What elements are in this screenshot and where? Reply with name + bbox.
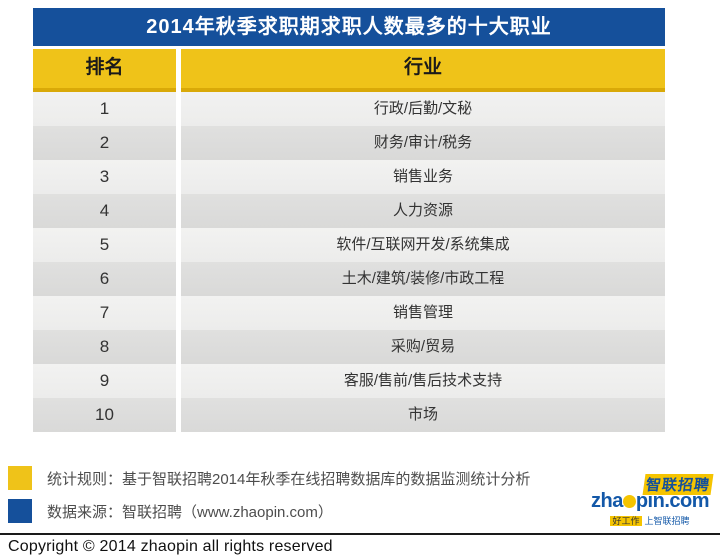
table-row: 4 人力资源: [33, 194, 665, 228]
industry-cell: 销售管理: [181, 296, 665, 330]
table-row: 7 销售管理: [33, 296, 665, 330]
rank-cell: 10: [33, 398, 176, 432]
industry-cell: 市场: [181, 398, 665, 432]
blue-legend-square-icon: [8, 499, 32, 523]
rank-cell: 5: [33, 228, 176, 262]
industry-cell: 采购/贸易: [181, 330, 665, 364]
column-header-rank: 排名: [33, 49, 176, 92]
footnotes: 统计规则：基于智联招聘2014年秋季在线招聘数据库的数据监测统计分析 数据来源：…: [8, 466, 530, 532]
industry-cell: 销售业务: [181, 160, 665, 194]
footer-divider-line: [0, 533, 720, 535]
table-title: 2014年秋季求职期求职人数最多的十大职业: [33, 8, 665, 46]
industry-cell: 人力资源: [181, 194, 665, 228]
logo-yellow-dot-icon: [622, 495, 636, 508]
rank-cell: 2: [33, 126, 176, 160]
rank-cell: 3: [33, 160, 176, 194]
note-text: 数据来源：智联招聘（www.zhaopin.com）: [47, 503, 333, 521]
table-row: 10 市场: [33, 398, 665, 432]
column-header-industry: 行业: [181, 49, 665, 92]
industry-cell: 行政/后勤/文秘: [181, 92, 665, 126]
table-row: 9 客服/售前/售后技术支持: [33, 364, 665, 398]
note-data-source: 数据来源：智联招聘（www.zhaopin.com）: [8, 499, 530, 523]
industry-cell: 财务/审计/税务: [181, 126, 665, 160]
industry-cell: 客服/售前/售后技术支持: [181, 364, 665, 398]
note-statistics-rule: 统计规则：基于智联招聘2014年秋季在线招聘数据库的数据监测统计分析: [8, 466, 530, 490]
logo-domain-pre: zha: [590, 490, 623, 512]
table-row: 8 采购/贸易: [33, 330, 665, 364]
title-divider: [33, 46, 665, 49]
yellow-legend-square-icon: [8, 466, 32, 490]
table-row: 6 土木/建筑/装修/市政工程: [33, 262, 665, 296]
note-text: 统计规则：基于智联招聘2014年秋季在线招聘数据库的数据监测统计分析: [47, 470, 531, 488]
table-header-row: 排名 行业: [33, 49, 665, 92]
logo-chinese-text: 智联招聘: [642, 474, 714, 495]
tagline-right: 上智联招聘: [644, 516, 690, 526]
table-row: 1 行政/后勤/文秘: [33, 92, 665, 126]
table-row: 2 财务/审计/税务: [33, 126, 665, 160]
table-row: 3 销售业务: [33, 160, 665, 194]
rank-cell: 7: [33, 296, 176, 330]
tagline-left: 好工作: [610, 516, 642, 526]
copyright-text: Copyright © 2014 zhaopin all rights rese…: [8, 538, 333, 555]
logo-domain-text: zha pin.com: [584, 490, 716, 513]
industry-cell: 软件/互联网开发/系统集成: [181, 228, 665, 262]
zhaopin-logo: 智联招聘 zha pin.com 好工作 上智联招聘: [584, 474, 716, 527]
rank-cell: 9: [33, 364, 176, 398]
rank-cell: 4: [33, 194, 176, 228]
logo-domain-post: pin.com: [635, 490, 710, 512]
industry-cell: 土木/建筑/装修/市政工程: [181, 262, 665, 296]
logo-chinese-name: 智联招聘: [584, 474, 714, 495]
rank-cell: 8: [33, 330, 176, 364]
rank-cell: 1: [33, 92, 176, 126]
table-row: 5 软件/互联网开发/系统集成: [33, 228, 665, 262]
ranking-table: 2014年秋季求职期求职人数最多的十大职业 排名 行业 1 行政/后勤/文秘 2…: [33, 8, 665, 432]
logo-tagline: 好工作 上智联招聘: [584, 514, 716, 527]
rank-cell: 6: [33, 262, 176, 296]
